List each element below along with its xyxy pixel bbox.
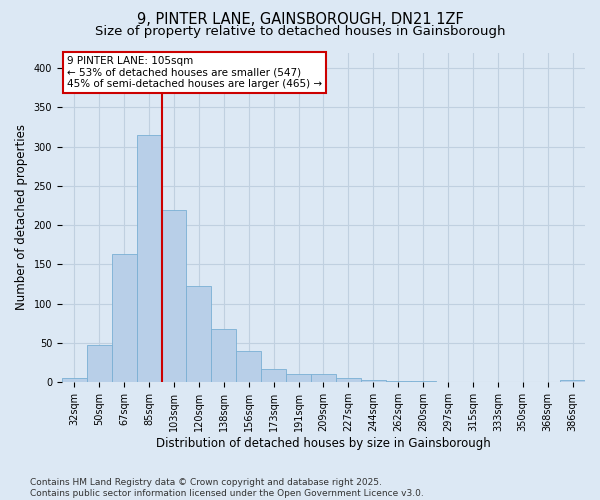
Text: Contains HM Land Registry data © Crown copyright and database right 2025.
Contai: Contains HM Land Registry data © Crown c… <box>30 478 424 498</box>
Bar <box>286 374 311 382</box>
Text: Size of property relative to detached houses in Gainsborough: Size of property relative to detached ho… <box>95 25 505 38</box>
Text: 9, PINTER LANE, GAINSBOROUGH, DN21 1ZF: 9, PINTER LANE, GAINSBOROUGH, DN21 1ZF <box>137 12 463 28</box>
Bar <box>211 329 236 382</box>
Bar <box>187 286 211 382</box>
Bar <box>560 380 585 382</box>
Bar <box>137 135 161 382</box>
Bar <box>87 344 112 382</box>
Bar <box>336 378 361 382</box>
Y-axis label: Number of detached properties: Number of detached properties <box>15 124 28 310</box>
Text: 9 PINTER LANE: 105sqm
← 53% of detached houses are smaller (547)
45% of semi-det: 9 PINTER LANE: 105sqm ← 53% of detached … <box>67 56 322 89</box>
Bar <box>161 210 187 382</box>
Bar <box>311 374 336 382</box>
Bar <box>261 369 286 382</box>
Bar <box>62 378 87 382</box>
Bar <box>112 254 137 382</box>
Bar <box>361 380 386 382</box>
X-axis label: Distribution of detached houses by size in Gainsborough: Distribution of detached houses by size … <box>156 437 491 450</box>
Bar <box>236 351 261 382</box>
